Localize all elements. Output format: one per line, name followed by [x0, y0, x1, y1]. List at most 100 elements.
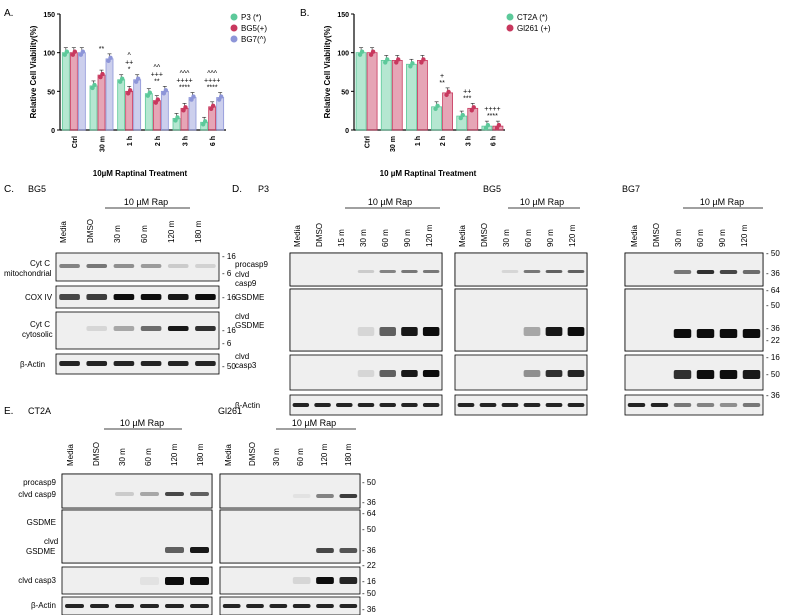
- bar: [355, 52, 367, 131]
- protein-band: [86, 361, 108, 366]
- mw-marker-label: - 36: [766, 391, 780, 400]
- significance-label: ^^^: [180, 71, 191, 78]
- lane-label: 30 m: [502, 229, 511, 247]
- protein-band: [567, 327, 585, 336]
- panel-d-letter: D.: [232, 184, 242, 195]
- protein-band: [316, 577, 334, 584]
- protein-band: [167, 264, 189, 268]
- protein-band: [357, 403, 375, 407]
- legend-marker: [230, 13, 238, 21]
- treatment-label: 10 µM Rap: [520, 197, 564, 207]
- protein-band: [627, 403, 646, 407]
- lane-label: 90 m: [718, 229, 727, 247]
- blot-membrane: [624, 354, 764, 391]
- protein-band: [113, 294, 135, 300]
- lane-label: 30 m: [674, 229, 683, 247]
- protein-band: [401, 403, 418, 407]
- x-tick-label: 30 m: [100, 136, 107, 152]
- bar: [216, 97, 225, 131]
- bar: [77, 52, 86, 131]
- protein-band: [719, 270, 738, 274]
- protein-band: [523, 370, 541, 377]
- y-tick-label: 150: [337, 12, 349, 19]
- bar: [89, 85, 98, 131]
- data-point: [485, 122, 491, 128]
- data-point: [100, 71, 105, 77]
- protein-band: [719, 370, 738, 379]
- significance-label: **: [99, 46, 105, 53]
- treatment-label: 10 µM Rap: [120, 418, 164, 428]
- protein-band: [113, 361, 135, 366]
- data-point: [421, 57, 426, 62]
- row-label: clvd: [235, 270, 249, 279]
- blot-membrane: [624, 252, 764, 287]
- significance-label: +: [440, 73, 444, 80]
- significance-label: ****: [207, 85, 218, 92]
- lane-label: 120 m: [167, 220, 176, 243]
- legend-marker: [506, 13, 514, 21]
- chart-b-xlabel: 10 µM Raptinal Treatment: [380, 169, 477, 178]
- protein-band: [59, 361, 80, 366]
- data-point: [446, 89, 451, 95]
- blot-membrane: [61, 566, 213, 595]
- protein-band: [742, 370, 761, 379]
- protein-band: [316, 548, 334, 553]
- blot-panel-d: D. P3 BG5 BG7 10 µM Rap 10 µM Rap 10 µM …: [232, 184, 780, 416]
- data-point: [64, 49, 70, 54]
- bar: [417, 60, 428, 131]
- protein-band: [742, 329, 761, 338]
- protein-band: [292, 604, 311, 608]
- protein-band: [379, 370, 396, 377]
- bar: [391, 60, 403, 131]
- lane-label: 60 m: [296, 448, 305, 466]
- significance-label: ^: [128, 53, 132, 60]
- row-label: Cyt C: [30, 320, 50, 329]
- bar: [69, 52, 78, 131]
- mw-marker-label: - 16: [222, 252, 236, 261]
- x-tick-label: 6 h: [210, 136, 217, 146]
- x-tick-label: 1 h: [415, 136, 422, 146]
- lane-label: 60 m: [144, 448, 153, 466]
- bar: [117, 79, 126, 131]
- protein-band: [457, 403, 475, 407]
- protein-band: [140, 326, 162, 331]
- data-point: [80, 49, 86, 54]
- treatment-label: 10 µM Rap: [700, 197, 744, 207]
- lane-label: 180 m: [196, 443, 205, 466]
- chart-a-xlabel: 10µM Raptinal Treatment: [93, 169, 188, 178]
- lane-label: DMSO: [315, 223, 324, 247]
- legend-label: P3 (*): [241, 13, 262, 22]
- blot-panel-c: C. BG5 10 µM Rap Media DMSO 30 m 60 m 120 m 1…: [4, 184, 236, 375]
- panel-e-letter: E.: [4, 406, 13, 417]
- row-label: casp3: [235, 361, 257, 370]
- row-label: β-Actin: [235, 401, 260, 410]
- bar: [406, 63, 417, 131]
- legend-marker: [230, 35, 238, 43]
- significance-label: ****: [487, 113, 498, 120]
- data-point: [147, 90, 153, 95]
- data-point: [460, 112, 465, 118]
- protein-band: [357, 370, 375, 377]
- legend-label: BG7(^): [241, 35, 266, 44]
- protein-band: [719, 403, 738, 407]
- data-point: [396, 57, 401, 62]
- protein-band: [696, 270, 715, 274]
- lane-label: DMSO: [480, 223, 489, 247]
- y-tick-label: 150: [43, 12, 55, 19]
- protein-band: [742, 403, 761, 407]
- lane-label: 60 m: [140, 225, 149, 243]
- protein-band: [422, 327, 440, 336]
- y-tick-label: 100: [43, 51, 55, 58]
- bar: [144, 93, 153, 131]
- protein-band: [401, 327, 418, 336]
- mw-marker-label: - 50: [766, 249, 780, 258]
- x-tick-label: 2 h: [155, 136, 162, 146]
- protein-band: [59, 264, 80, 268]
- protein-band: [195, 294, 216, 300]
- y-tick-label: 0: [51, 128, 55, 135]
- protein-band: [422, 270, 440, 273]
- significance-label: ++: [125, 60, 133, 67]
- protein-band: [292, 577, 311, 584]
- bar: [133, 79, 142, 131]
